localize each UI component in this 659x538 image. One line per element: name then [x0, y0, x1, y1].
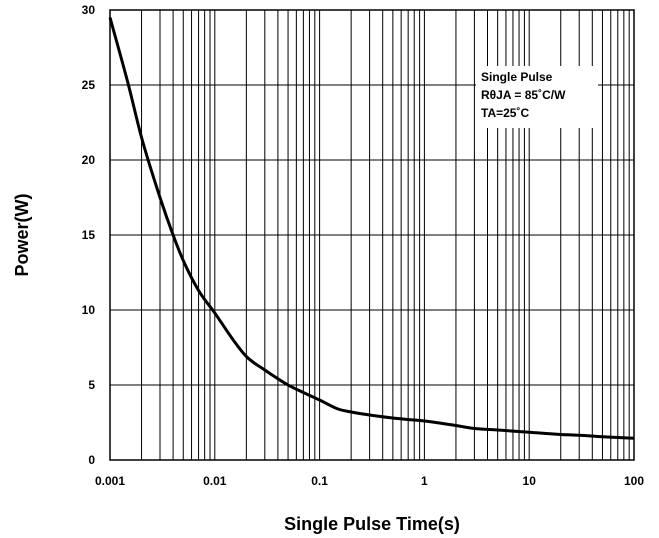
- y-tick-label: 15: [82, 228, 96, 242]
- annotation-line-2: RθJA = 85˚C/W: [481, 88, 566, 102]
- x-tick-label: 1: [421, 474, 428, 488]
- x-tick-label: 0.1: [311, 474, 328, 488]
- x-axis-title: Single Pulse Time(s): [284, 514, 460, 534]
- annotation-box: [476, 66, 598, 128]
- annotation-line-3: TA=25˚C: [481, 106, 529, 120]
- y-axis-title: Power(W): [12, 193, 32, 276]
- x-tick-label: 0.001: [95, 474, 125, 488]
- tick-labels: 0.001 0.01 0.1 1 10 100 0 5 10 15 20 25 30: [82, 3, 645, 488]
- y-tick-label: 25: [82, 78, 96, 92]
- grid: [110, 10, 634, 460]
- x-tick-label: 10: [523, 474, 537, 488]
- y-tick-label: 0: [88, 453, 95, 467]
- plot-border: [109, 9, 635, 461]
- x-tick-label: 0.01: [203, 474, 227, 488]
- x-tick-label: 100: [624, 474, 644, 488]
- power-curve: [108, 17, 635, 440]
- annotation-line-1: Single Pulse: [481, 70, 553, 84]
- y-tick-label: 5: [88, 378, 95, 392]
- y-tick-label: 30: [82, 3, 96, 17]
- y-tick-label: 10: [82, 303, 96, 317]
- y-tick-label: 20: [82, 153, 96, 167]
